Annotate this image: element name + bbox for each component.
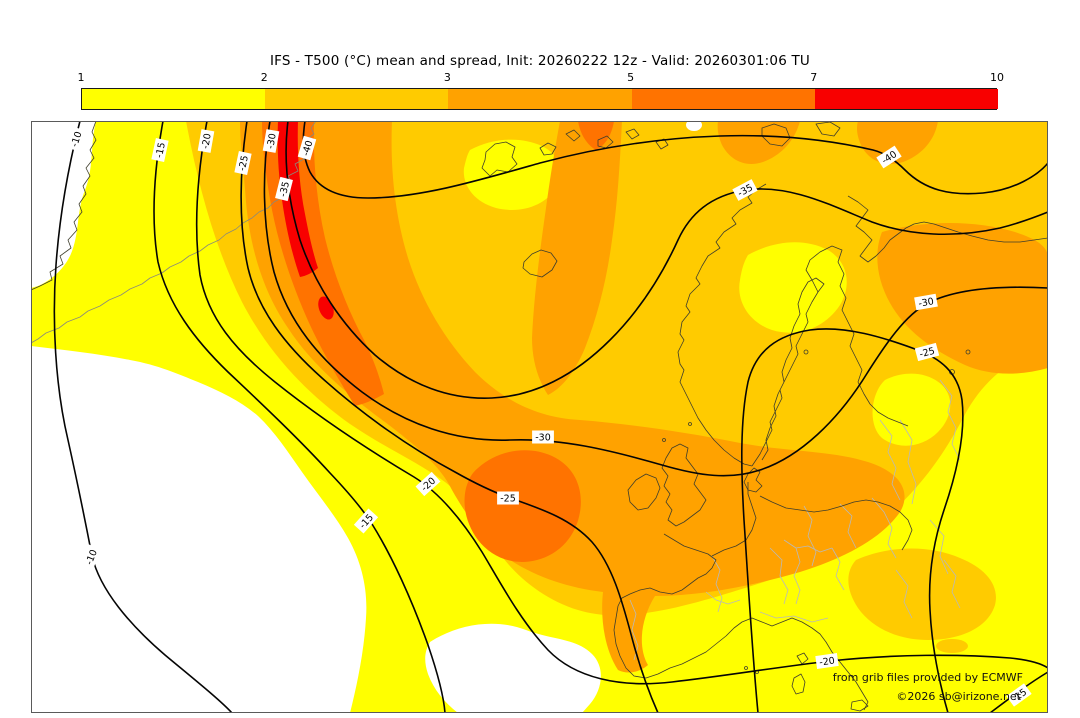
channel-benelux-coast	[711, 482, 757, 557]
contour-label: -30	[532, 430, 554, 444]
islet-e	[965, 349, 971, 355]
great-britain-coast	[661, 443, 707, 527]
spread-fill-yellow-svalbard	[463, 139, 561, 210]
contour-label: -25	[497, 491, 519, 505]
spread-fill-white-azores	[425, 623, 601, 713]
norway-coast	[677, 183, 767, 467]
colorbar-tick-label: 7	[810, 71, 818, 84]
colorbar-tick-label: 3	[443, 71, 451, 84]
svg-text:-10: -10	[69, 130, 84, 148]
spread-fill-golden-balkan	[848, 548, 996, 640]
svg-text:-40: -40	[301, 139, 316, 157]
islet-c	[803, 349, 809, 355]
spread-fill-golden-spot	[936, 639, 968, 653]
svg-text:-30: -30	[918, 296, 935, 310]
spread-fill-darkorange-top	[578, 121, 614, 150]
contour-label: -10	[80, 544, 102, 570]
spread-fill-orange-top-b	[857, 121, 938, 165]
spread-fill-darkorange-blob	[464, 450, 581, 562]
spread-fill-red-stripe	[277, 121, 318, 277]
svg-text:-30: -30	[265, 133, 279, 150]
baltic-south-coast	[759, 495, 913, 551]
contour-label: -30	[262, 129, 280, 153]
colorbar-segment	[814, 89, 998, 109]
ireland-coast	[627, 473, 661, 511]
country-borders-layer	[629, 379, 961, 661]
colorbar-segment	[265, 89, 449, 109]
sweden-baltic-coast	[751, 277, 825, 467]
spread-fill-yellow-east-pocket	[872, 373, 951, 446]
spread-fill-orange-main	[228, 121, 905, 673]
contour-line-minus10	[53, 121, 233, 713]
kola-whitesea-coast	[847, 195, 1048, 263]
contour-label: -25	[234, 150, 252, 176]
contour-line-minus25-east-loop	[740, 328, 964, 713]
denmark-coast	[743, 467, 763, 493]
svalbard-coast	[481, 141, 518, 177]
svg-text:-25: -25	[237, 154, 251, 171]
contour-line-minus20	[195, 121, 1048, 685]
contour-line-minus15	[153, 121, 446, 713]
map-border	[31, 121, 1048, 713]
contour-line-minus25	[240, 121, 659, 713]
svg-text:-30: -30	[535, 433, 551, 444]
svg-text:-35: -35	[278, 180, 292, 198]
colorbar-segment	[448, 89, 632, 109]
colorbar	[81, 88, 998, 110]
colorbar-tick-label: 2	[260, 71, 268, 84]
contour-line-minus35	[285, 121, 1048, 399]
spread-fill-orange-norwegian-sea	[532, 121, 622, 395]
svg-text:-20: -20	[819, 655, 836, 668]
credit-copyright: ©2026 sb@irizone.net	[896, 690, 1021, 703]
colorbar-tick-label: 10	[990, 71, 1004, 84]
islet-g	[688, 422, 692, 426]
coastlines-layer	[31, 121, 1048, 712]
contour-label: -35	[275, 176, 293, 202]
spread-fill-white-sliver	[686, 121, 702, 131]
svg-text:-20: -20	[200, 133, 214, 150]
islet-a	[744, 666, 748, 670]
svg-text:-10: -10	[84, 548, 100, 567]
islet-f	[662, 438, 666, 442]
chart-title: IFS - T500 (°C) mean and spread, Init: 2…	[269, 53, 811, 69]
greenland-east-coast	[31, 121, 317, 344]
colorbar-segment	[631, 89, 815, 109]
contour-line-minus30	[263, 121, 1048, 477]
map-svg: -10-15-20-25-30-35-40-40-35-30-25-30-25-…	[31, 121, 1048, 713]
map-canvas: -10 -15 -20 -25 -30 -35 -40 -40 -35 -30 -25 -30 -25-…	[31, 121, 1048, 713]
contour-label: -20	[197, 129, 215, 153]
colorbar-tick-label: 1	[77, 71, 85, 84]
contour-line-minus40	[302, 121, 1048, 199]
contour-label: -25	[914, 342, 940, 362]
colorbar-ticks: 1 2 3 5 7 10	[0, 71, 1080, 85]
colorbar-tick-label: 5	[627, 71, 635, 84]
greenland-ice-edge	[31, 121, 97, 291]
med-islands	[791, 652, 869, 712]
svg-text:-15: -15	[154, 141, 168, 158]
spread-fill-yellow-scandinavia	[739, 242, 847, 333]
spread-fill-orange-east	[877, 223, 1048, 374]
spread-fill-layer	[31, 121, 1048, 713]
france-iberia-italy-coast	[613, 533, 869, 711]
arctic-islands	[539, 128, 669, 156]
colorbar-segment	[82, 89, 266, 109]
iceland-coast	[522, 249, 558, 278]
credit-provider: from grib files provided by ECMWF	[832, 671, 1023, 684]
svg-text:-25: -25	[918, 346, 936, 361]
bothnia-finland-coast	[805, 245, 909, 427]
novaya-islands	[761, 121, 841, 147]
contour-label: -30	[914, 293, 938, 311]
spread-fill-white-atlantic	[31, 346, 367, 713]
contour-label: -40	[297, 135, 317, 161]
svg-text:-25: -25	[500, 494, 516, 505]
contour-label: -15	[151, 137, 169, 163]
contour-lines-layer	[53, 121, 1048, 713]
spread-fill-orange-top-a	[717, 121, 800, 165]
contour-label: -10	[66, 126, 86, 152]
contour-label: -20	[815, 653, 839, 669]
